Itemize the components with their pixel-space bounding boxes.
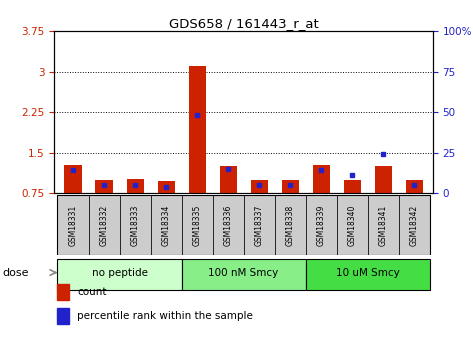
Text: GSM18340: GSM18340 [348,205,357,246]
Text: GSM18341: GSM18341 [379,205,388,246]
Bar [120,195,150,255]
Bar [244,195,275,255]
Text: no peptide: no peptide [92,268,148,277]
Bar [275,195,306,255]
Bar [158,181,175,193]
Bar [150,195,182,255]
Bar [57,284,69,300]
Bar [251,180,268,193]
Bar [58,195,88,255]
Bar [219,166,236,193]
Bar [189,66,206,193]
Text: GSM18333: GSM18333 [131,205,140,246]
Text: dose: dose [2,268,29,277]
Text: 10 uM Smcy: 10 uM Smcy [336,268,400,277]
Bar [182,259,306,290]
Text: GSM18336: GSM18336 [224,205,233,246]
Bar [399,195,429,255]
Bar [306,195,337,255]
Bar [126,179,144,193]
Text: GSM18342: GSM18342 [410,205,419,246]
Text: GSM18335: GSM18335 [193,205,201,246]
Bar [368,195,399,255]
Text: GSM18339: GSM18339 [316,205,325,246]
Bar [96,180,113,193]
Bar [182,195,212,255]
Text: 100 nM Smcy: 100 nM Smcy [209,268,279,277]
Bar [281,180,298,193]
Text: count: count [77,287,106,297]
Bar [343,180,361,193]
Text: GSM18331: GSM18331 [69,205,78,246]
Text: GSM18338: GSM18338 [286,205,295,246]
Bar [313,165,330,193]
Bar [406,180,423,193]
Bar [58,259,182,290]
Bar [57,308,69,324]
Bar [375,166,392,193]
Title: GDS658 / 161443_r_at: GDS658 / 161443_r_at [169,17,318,30]
Text: GSM18334: GSM18334 [162,205,171,246]
Text: percentile rank within the sample: percentile rank within the sample [77,311,253,321]
Bar [337,195,368,255]
Bar [88,195,120,255]
Bar [64,165,81,193]
Text: GSM18332: GSM18332 [99,205,108,246]
Bar [306,259,429,290]
Bar [212,195,244,255]
Text: GSM18337: GSM18337 [254,205,263,246]
